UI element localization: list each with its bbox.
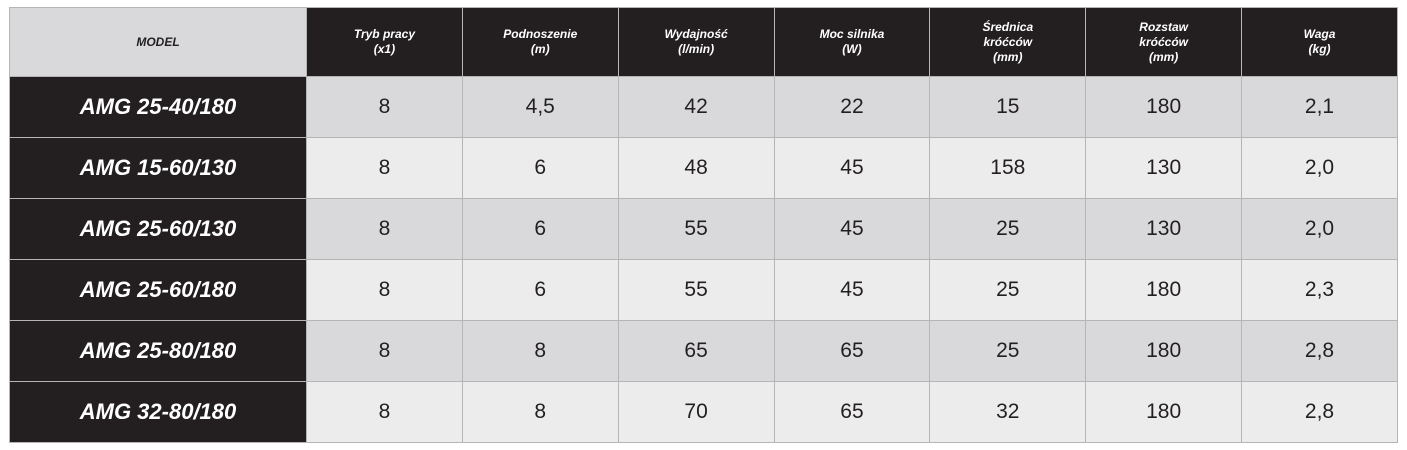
header-text: Rozstaw [1139,19,1188,34]
header-text: (kg) [1308,42,1331,56]
cell-model: AMG 25-60/130 [9,198,307,260]
cell-tryb-pracy: 8 [306,320,463,382]
header-model: MODEL [9,7,307,77]
header-text: Tryb pracy [353,27,415,41]
header-text: MODEL [136,34,180,49]
cell-model: AMG 25-80/180 [9,320,307,382]
header-text: (x1) [373,42,396,56]
cell-waga: 2,1 [1241,76,1398,138]
header-text: (mm) [1148,49,1179,64]
cell-wydajnosc: 55 [617,198,775,260]
header-tryb-pracy: Tryb pracy (x1) [306,7,463,77]
cell-srednica-krocow: 32 [929,381,1087,443]
cell-model: AMG 32-80/180 [9,381,307,443]
cell-wydajnosc: 65 [617,320,775,382]
header-row: MODEL Tryb pracy (x1) Podnoszenie (m) Wydajno… [9,7,1398,77]
cell-waga: 2,3 [1241,259,1398,321]
cell-wydajnosc: 48 [617,137,775,199]
cell-podnoszenie: 6 [461,137,619,199]
cell-podnoszenie: 6 [461,259,619,321]
header-text: Średnica [982,19,1034,34]
header-text: króćców [983,34,1033,49]
header-text: (W) [842,42,862,56]
header-rozstaw-krocow: Rozstaw króćców (mm) [1085,7,1243,77]
header-text: króćców [1139,34,1188,49]
table-row: AMG 32-80/180 8 8 70 65 32 180 2,8 [9,381,1398,443]
cell-tryb-pracy: 8 [306,381,463,443]
cell-moc-silnika: 65 [773,320,931,382]
cell-rozstaw-krocow: 180 [1085,259,1243,321]
cell-rozstaw-krocow: 180 [1085,76,1243,138]
cell-srednica-krocow: 158 [929,137,1087,199]
cell-wydajnosc: 70 [617,381,775,443]
table-row: AMG 25-60/180 8 6 55 45 25 180 2,3 [9,259,1398,321]
cell-waga: 2,8 [1241,320,1398,382]
header-wydajnosc: Wydajność (l/min) [617,7,775,77]
table-row: AMG 25-60/130 8 6 55 45 25 130 2,0 [9,198,1398,260]
table-row: AMG 25-40/180 8 4,5 42 22 15 180 2,1 [9,76,1398,138]
header-text: (mm) [993,49,1023,64]
pump-spec-table: MODEL Tryb pracy (x1) Podnoszenie (m) Wydajno… [9,7,1398,443]
cell-tryb-pracy: 8 [306,137,463,199]
header-srednica-krocow: Średnica króćców (mm) [929,7,1087,77]
cell-tryb-pracy: 8 [306,76,463,138]
header-text: Moc silnika [819,27,885,41]
header-waga: Waga (kg) [1241,7,1398,77]
cell-wydajnosc: 42 [617,76,775,138]
cell-moc-silnika: 45 [773,137,931,199]
cell-waga: 2,0 [1241,198,1398,260]
cell-podnoszenie: 8 [461,320,619,382]
cell-srednica-krocow: 15 [929,76,1087,138]
cell-model: AMG 25-60/180 [9,259,307,321]
cell-moc-silnika: 65 [773,381,931,443]
cell-podnoszenie: 6 [461,198,619,260]
header-text: (m) [530,42,550,56]
cell-rozstaw-krocow: 180 [1085,381,1243,443]
header-text: (l/min) [678,42,715,56]
cell-tryb-pracy: 8 [306,259,463,321]
cell-rozstaw-krocow: 130 [1085,137,1243,199]
cell-podnoszenie: 8 [461,381,619,443]
table-row: AMG 25-80/180 8 8 65 65 25 180 2,8 [9,320,1398,382]
cell-moc-silnika: 22 [773,76,931,138]
header-moc-silnika: Moc silnika (W) [773,7,931,77]
cell-model: AMG 25-40/180 [9,76,307,138]
cell-waga: 2,0 [1241,137,1398,199]
cell-srednica-krocow: 25 [929,259,1087,321]
cell-model: AMG 15-60/130 [9,137,307,199]
header-text: Podnoszenie [503,27,578,41]
cell-srednica-krocow: 25 [929,198,1087,260]
header-podnoszenie: Podnoszenie (m) [461,7,619,77]
cell-waga: 2,8 [1241,381,1398,443]
header-text: Wydajność [664,27,728,41]
cell-rozstaw-krocow: 180 [1085,320,1243,382]
cell-moc-silnika: 45 [773,259,931,321]
cell-tryb-pracy: 8 [306,198,463,260]
cell-rozstaw-krocow: 130 [1085,198,1243,260]
cell-moc-silnika: 45 [773,198,931,260]
cell-srednica-krocow: 25 [929,320,1087,382]
cell-podnoszenie: 4,5 [461,76,619,138]
header-text: Waga [1303,27,1336,41]
table-row: AMG 15-60/130 8 6 48 45 158 130 2,0 [9,137,1398,199]
cell-wydajnosc: 55 [617,259,775,321]
